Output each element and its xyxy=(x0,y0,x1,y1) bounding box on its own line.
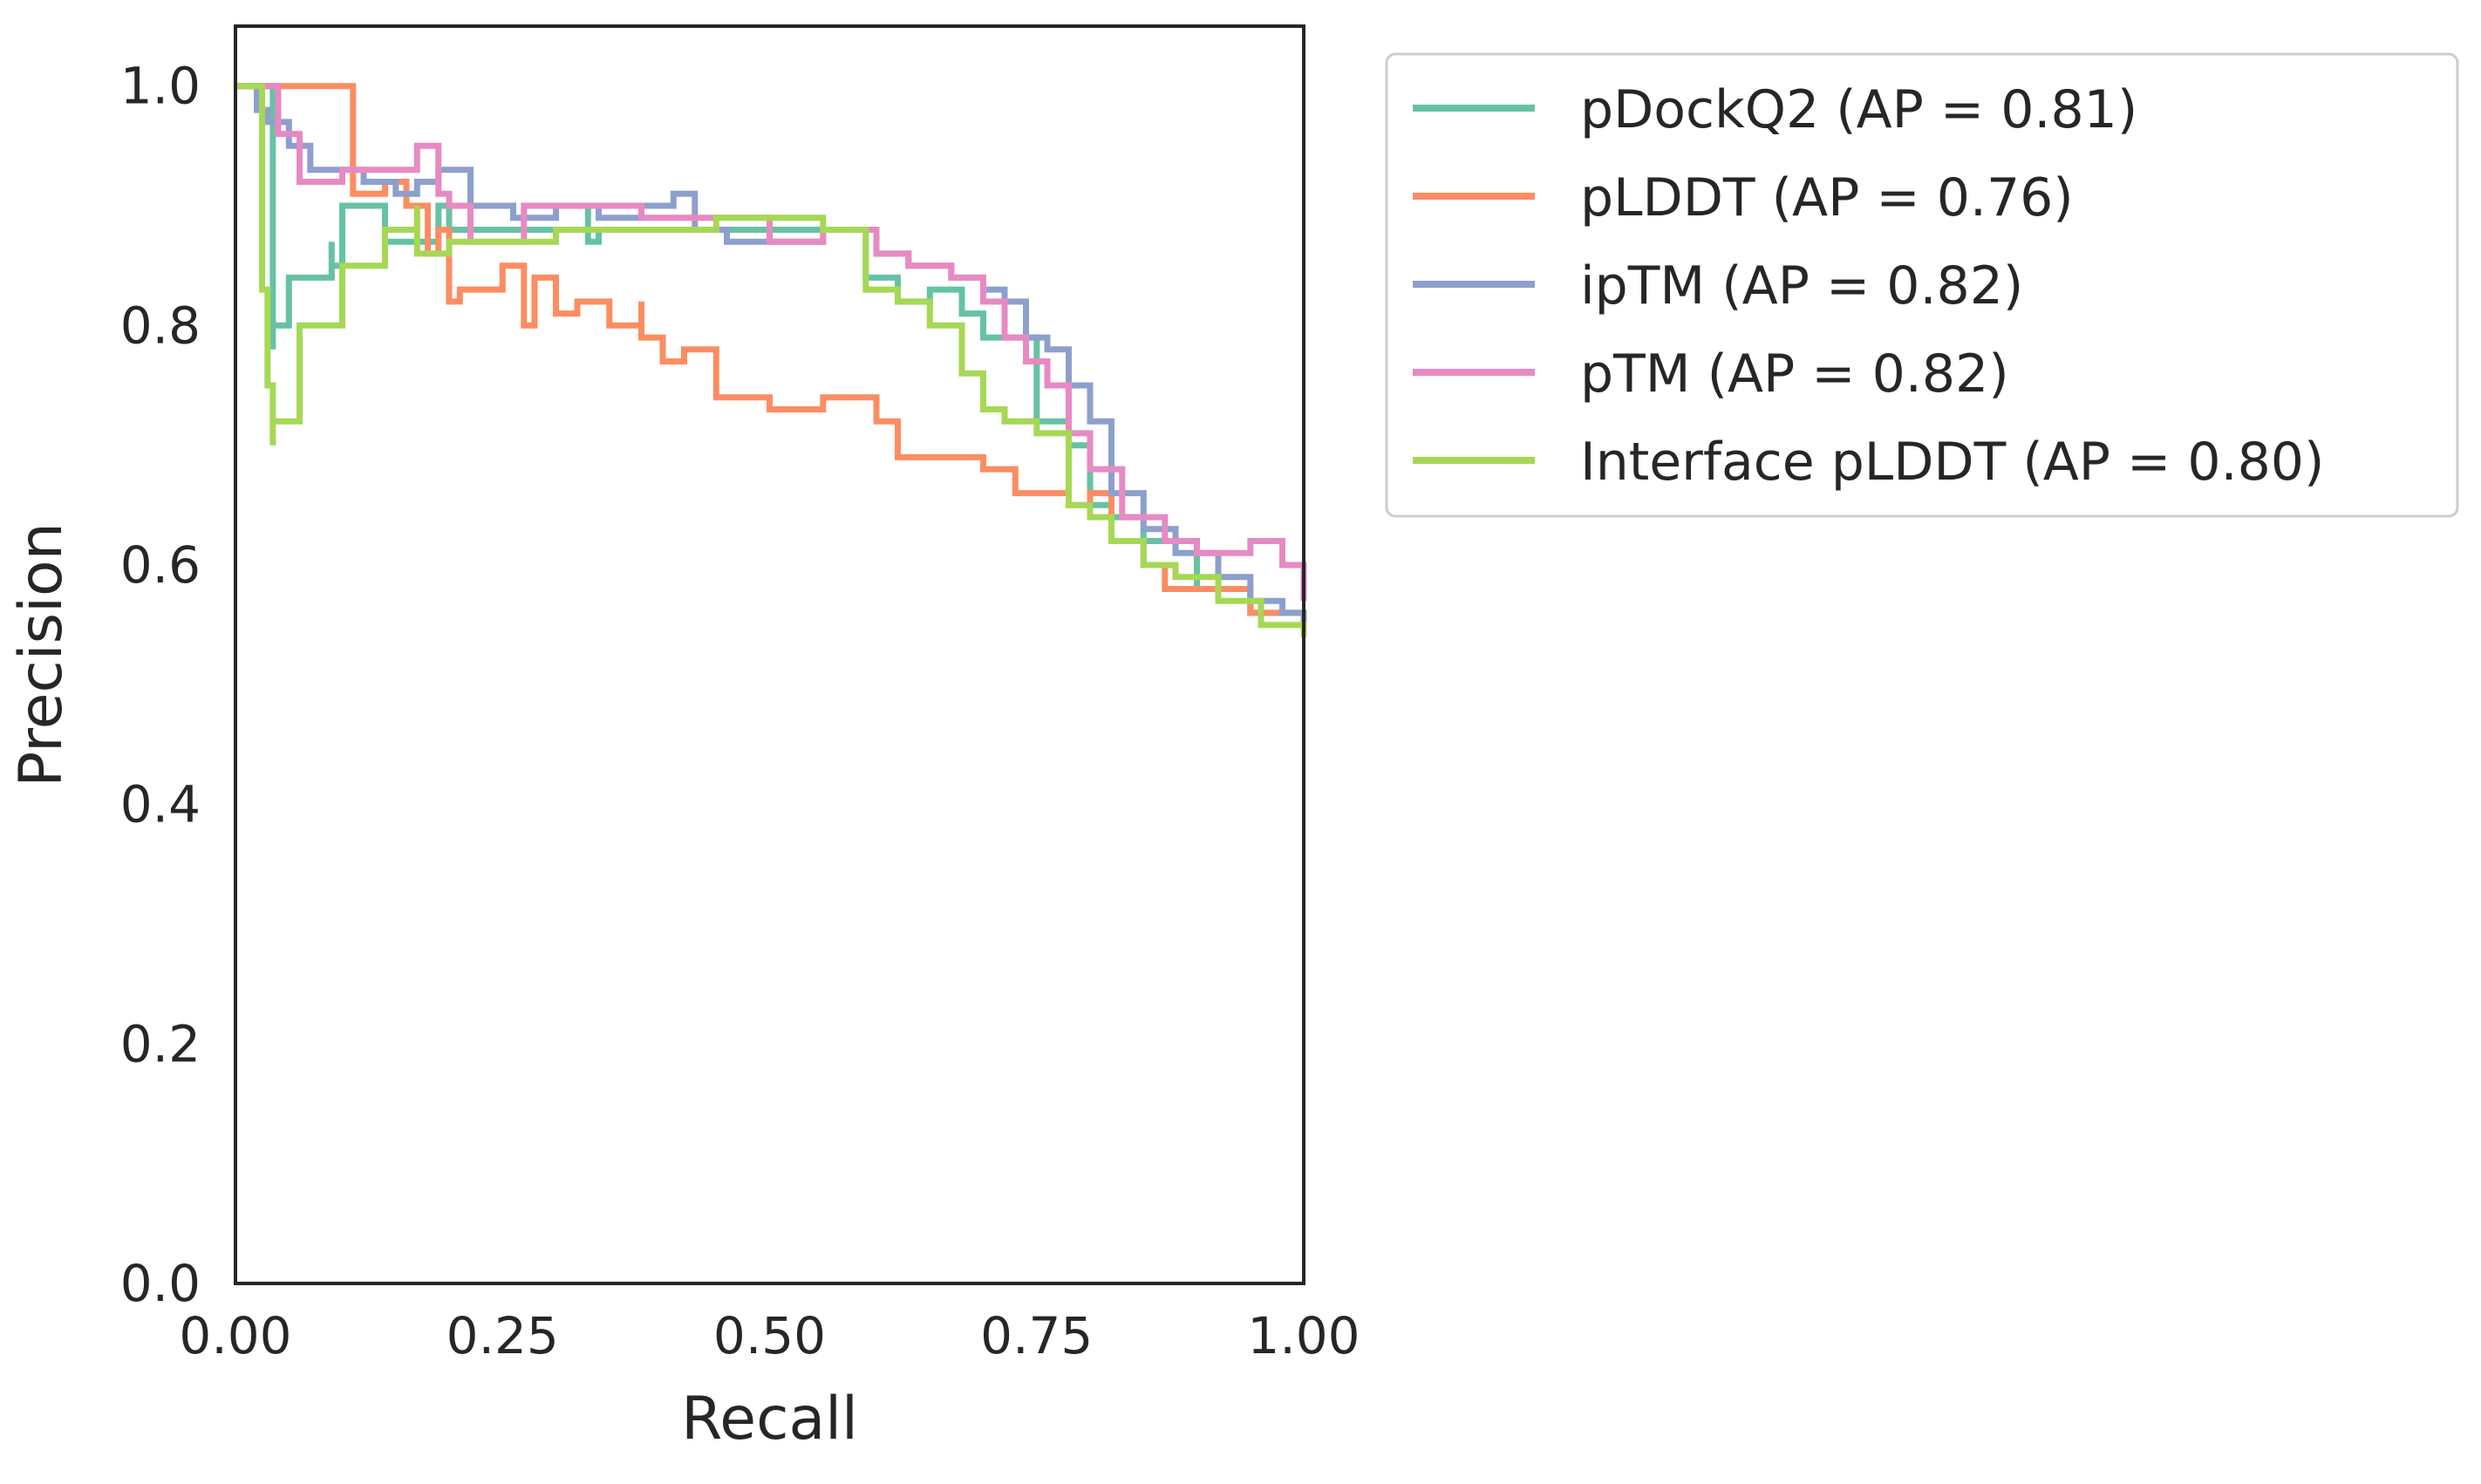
x-tick-label: 0.75 xyxy=(980,1306,1093,1365)
legend-label-2: ipTM (AP = 0.82) xyxy=(1580,255,2023,317)
y-tick-label: 0.8 xyxy=(120,296,201,355)
legend-items: pDockQ2 (AP = 0.81) pLDDT (AP = 0.76) ipTM… xyxy=(1413,79,2324,493)
series-line-1 xyxy=(235,83,1307,637)
legend-label-1: pLDDT (AP = 0.76) xyxy=(1580,167,2074,228)
x-tick-label: 0.00 xyxy=(179,1306,291,1365)
legend: pDockQ2 (AP = 0.81) pLDDT (AP = 0.76) ipTM… xyxy=(1385,52,2459,518)
legend-frame xyxy=(1385,52,2459,518)
legend-label-3: pTM (AP = 0.82) xyxy=(1580,344,2009,405)
series-line-4 xyxy=(235,83,1307,637)
x-axis-label: Recall xyxy=(681,1385,858,1453)
y-ticks: 0.0 0.2 0.4 0.6 0.8 1.0 xyxy=(120,57,201,1313)
legend-label-4: Interface pLDDT (AP = 0.80) xyxy=(1580,432,2324,493)
x-ticks: 0.00 0.25 0.50 0.75 1.00 xyxy=(179,1306,1360,1365)
x-tick-label: 0.50 xyxy=(713,1306,826,1365)
y-tick-label: 0.4 xyxy=(120,775,201,834)
y-tick-label: 0.2 xyxy=(120,1014,201,1073)
plot-frame xyxy=(234,24,1305,1285)
y-tick-label: 0.6 xyxy=(120,535,201,595)
x-tick-label: 1.00 xyxy=(1247,1306,1360,1365)
y-axis-label: Precision xyxy=(7,522,76,786)
legend-label-0: pDockQ2 (AP = 0.81) xyxy=(1580,79,2137,140)
x-tick-label: 0.25 xyxy=(446,1306,559,1365)
plot-lines xyxy=(235,83,1307,637)
y-tick-label: 1.0 xyxy=(120,57,201,116)
y-tick-label: 0.0 xyxy=(120,1254,201,1313)
series-line-3 xyxy=(235,83,1307,602)
